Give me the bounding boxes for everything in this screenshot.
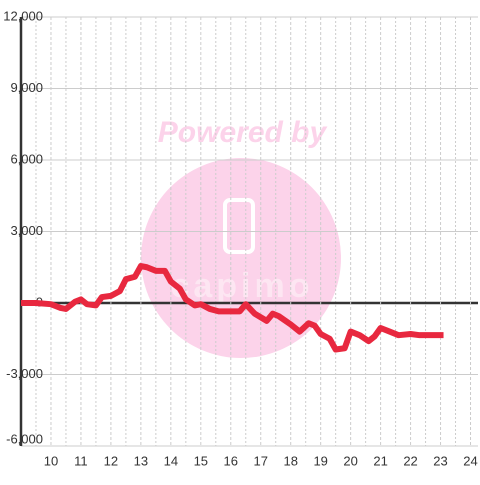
data-line: [21, 263, 444, 353]
watermark-icon: [223, 198, 255, 254]
y-tick-label: 9,000: [10, 80, 43, 95]
x-tick-label: 22: [403, 453, 417, 468]
watermark-logo: capimo: [170, 267, 313, 305]
y-tick-label: 6,000: [10, 151, 43, 166]
x-tick-label: 23: [433, 453, 447, 468]
x-tick-label: 11: [74, 453, 88, 468]
x-tick-label: 19: [313, 453, 327, 468]
x-tick-label: 20: [343, 453, 357, 468]
x-tick-label: 14: [164, 453, 178, 468]
y-tick-label: 3,000: [10, 223, 43, 238]
x-tick-label: 17: [254, 453, 268, 468]
x-tick-label: 18: [283, 453, 297, 468]
x-tick-label: 21: [373, 453, 387, 468]
y-tick-label: -3,000: [6, 366, 43, 381]
y-tick-label: 12,000: [3, 8, 43, 23]
x-tick-label: 12: [104, 453, 118, 468]
x-tick-label: 13: [134, 453, 148, 468]
watermark-text: Powered by: [158, 116, 328, 149]
y-tick-label: -6,000: [6, 431, 43, 446]
x-tick-label: 24: [463, 453, 477, 468]
x-tick-label: 16: [224, 453, 238, 468]
x-tick-label: 15: [194, 453, 208, 468]
x-tick-label: 10: [44, 453, 58, 468]
